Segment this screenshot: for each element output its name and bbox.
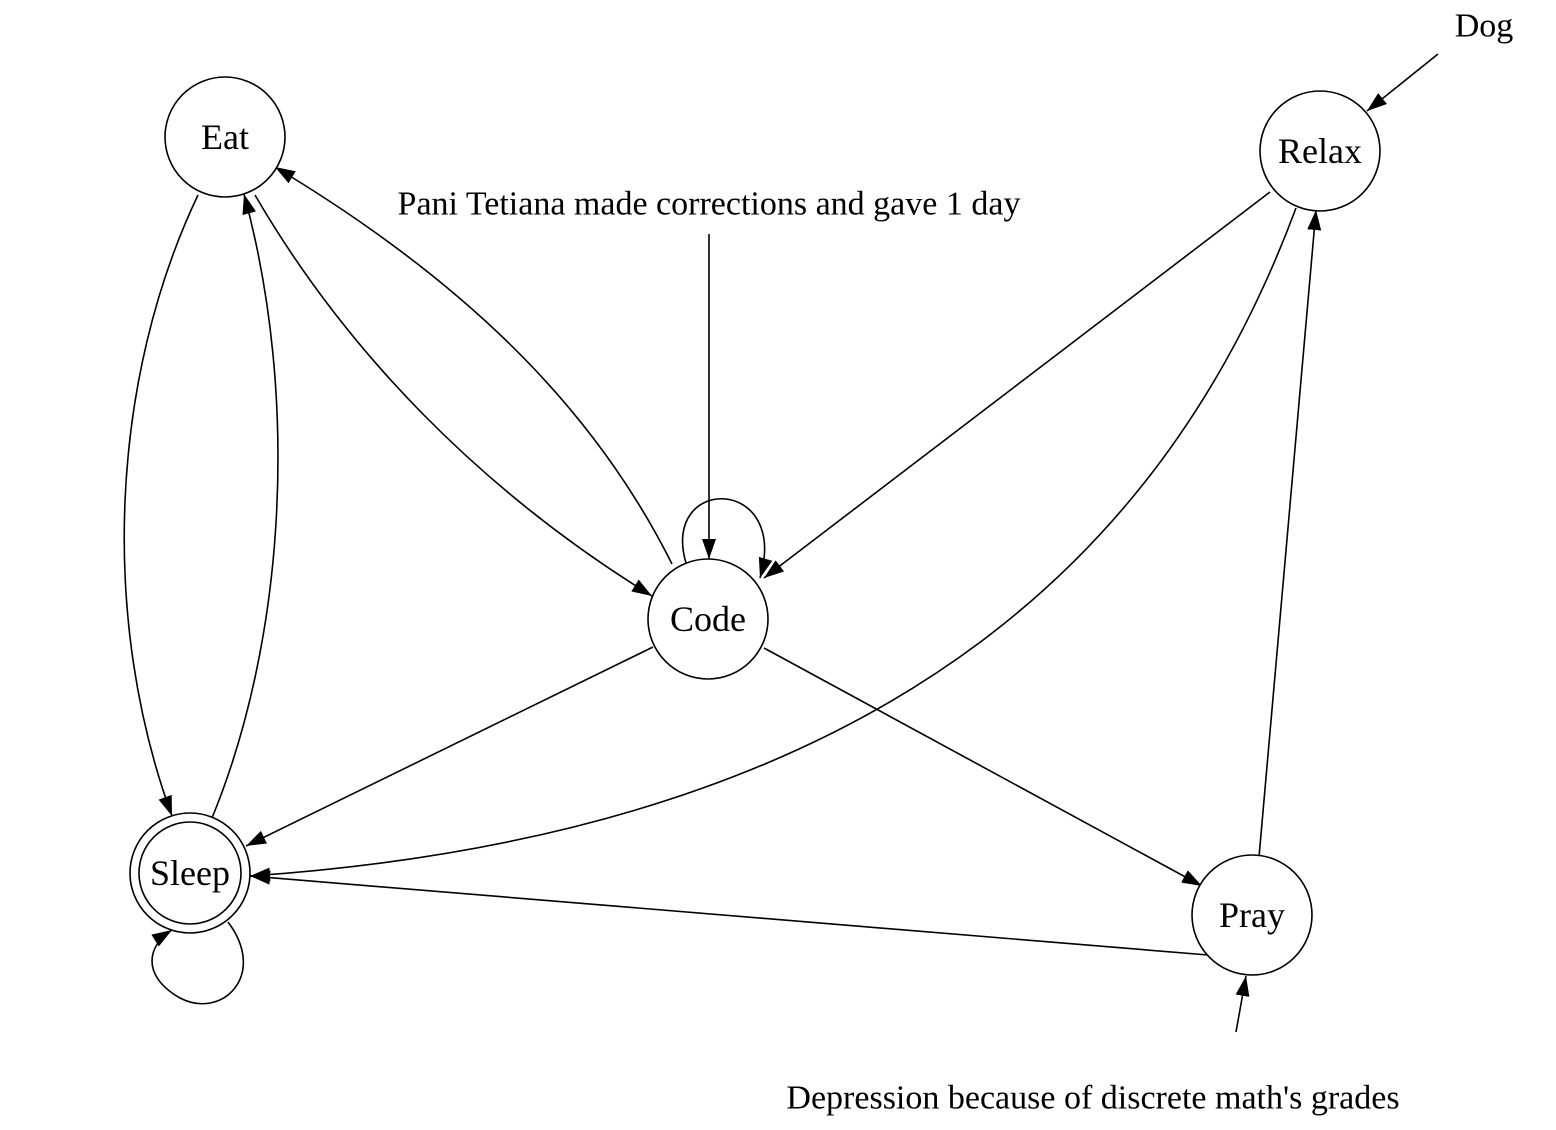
annotations: Dog Pani Tetiana made corrections and ga… [398, 8, 1514, 1117]
node-code-label: Code [670, 599, 746, 639]
edge-code-self-loop [681, 497, 773, 579]
edge-relax-to-sleep [249, 207, 1297, 882]
edge-code-to-sleep [245, 646, 654, 847]
annotation-depression: Depression because of discrete math's gr… [786, 1080, 1399, 1117]
node-pray-label: Pray [1219, 895, 1285, 935]
accepting-state-ring [138, 821, 242, 925]
edge-sleep-self-loop [151, 921, 245, 1005]
node-relax[interactable]: Relax [1259, 90, 1381, 212]
edge-code-to-pray [763, 647, 1203, 887]
edge-depression-to-pray [1235, 975, 1250, 1033]
edge-eat-to-code [254, 194, 653, 597]
node-eat-label: Eat [201, 117, 249, 157]
node-sleep-label: Sleep [150, 853, 230, 893]
node-eat[interactable]: Eat [164, 76, 286, 198]
annotation-pani-tetiana: Pani Tetiana made corrections and gave 1… [398, 186, 1021, 223]
nodes: Eat Relax Code Sleep Pray [129, 76, 1381, 976]
node-pray[interactable]: Pray [1191, 854, 1313, 976]
edge-pray-to-sleep [249, 870, 1209, 956]
node-relax-label: Relax [1278, 131, 1362, 171]
annotation-dog: Dog [1455, 8, 1514, 45]
edge-relax-to-code [763, 191, 1271, 579]
edge-pray-to-relax [1258, 209, 1322, 858]
edge-sleep-to-eat [211, 193, 279, 819]
node-code[interactable]: Code [647, 558, 769, 680]
node-sleep[interactable]: Sleep [129, 812, 251, 934]
edge-dog-to-relax [1366, 53, 1439, 112]
edges [123, 53, 1439, 1033]
edge-code-to-eat [274, 166, 673, 565]
edge-eat-to-sleep [123, 194, 199, 817]
